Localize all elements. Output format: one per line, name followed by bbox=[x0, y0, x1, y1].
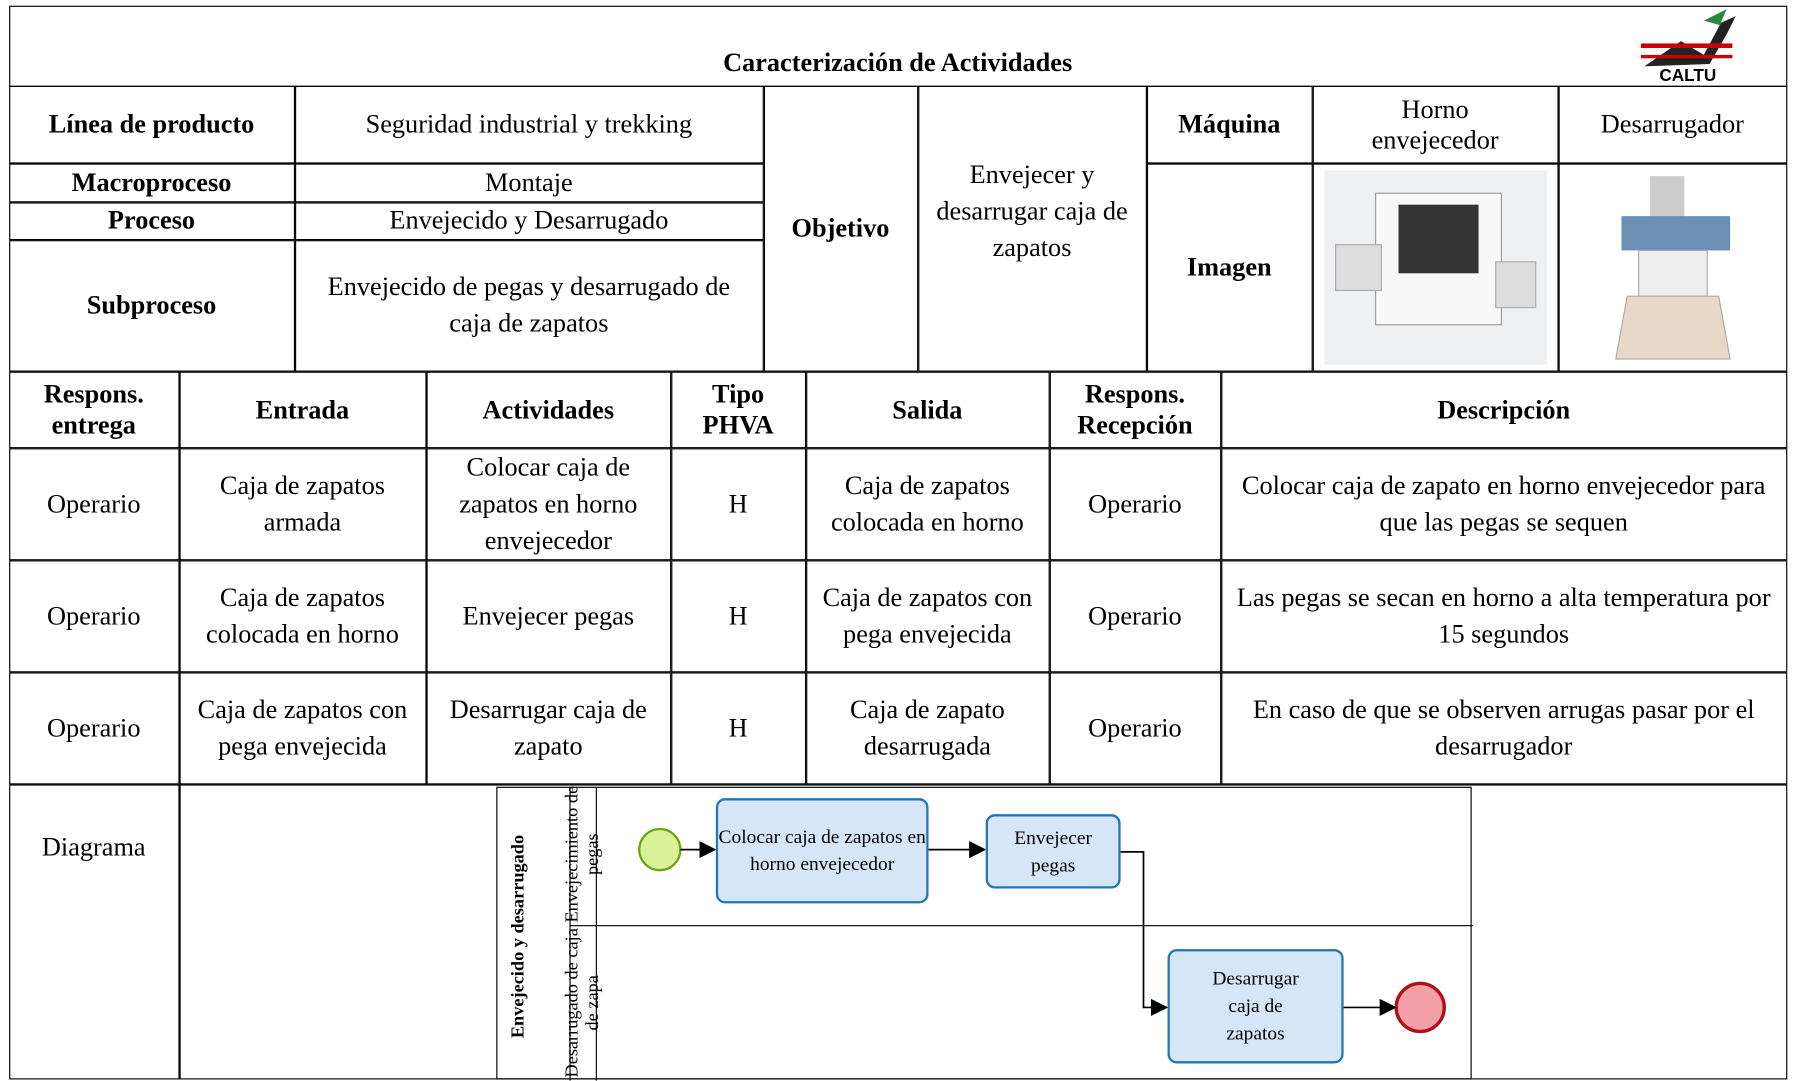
image-cell bbox=[1558, 162, 1787, 372]
label: Imagen bbox=[1146, 162, 1313, 372]
column-header: Descripción bbox=[1220, 371, 1787, 448]
task: Desarrugar caja de zapatos bbox=[1167, 949, 1344, 1064]
machine-image bbox=[1614, 175, 1731, 360]
table-cell: Desarrugar caja de zapato bbox=[425, 671, 671, 784]
column-header: Respons. entrega bbox=[8, 371, 179, 448]
table-cell: Colocar caja de zapatos en horno envejec… bbox=[425, 447, 671, 560]
table-cell: Operario bbox=[1049, 671, 1221, 784]
value: Montaje bbox=[294, 162, 764, 202]
column-header: Tipo PHVA bbox=[670, 371, 806, 448]
column-header: Entrada bbox=[178, 371, 426, 448]
table-cell: Caja de zapatos con pega envejecida bbox=[805, 559, 1050, 672]
machine-name: Horno envejecedor bbox=[1312, 85, 1559, 163]
table-cell: Operario bbox=[8, 559, 179, 672]
table-cell: H bbox=[670, 559, 806, 672]
table-cell: Operario bbox=[1049, 559, 1221, 672]
table-cell: Operario bbox=[1049, 447, 1221, 560]
image-cell bbox=[1312, 162, 1559, 372]
table-cell: Envejecer pegas bbox=[425, 559, 671, 672]
label: Línea de producto bbox=[8, 85, 295, 163]
value: Envejecer y desarrugar caja de zapatos bbox=[917, 85, 1147, 372]
table-cell: Caja de zapatos armada bbox=[178, 447, 426, 560]
table-cell: Las pegas se secan en horno a alta tempe… bbox=[1220, 559, 1787, 672]
column-header: Respons. Recepción bbox=[1049, 371, 1221, 448]
table-cell: Caja de zapatos con pega envejecida bbox=[178, 671, 426, 784]
label: Macroproceso bbox=[8, 162, 295, 202]
flow bbox=[1120, 851, 1169, 1016]
table-cell: H bbox=[670, 671, 806, 784]
label: Diagrama bbox=[8, 783, 179, 1079]
table-cell: Caja de zapatos colocada en horno bbox=[805, 447, 1050, 560]
logo: CALTU bbox=[1635, 9, 1740, 86]
value: Seguridad industrial y trekking bbox=[294, 85, 764, 163]
label: Proceso bbox=[8, 201, 295, 240]
machine-image bbox=[1323, 169, 1547, 365]
machine-name: Desarrugador bbox=[1558, 85, 1787, 163]
divider bbox=[569, 925, 1473, 927]
value: Envejecido de pegas y desarrugado de caj… bbox=[294, 239, 764, 372]
table-cell: Operario bbox=[8, 447, 179, 560]
task: Envejecer pegas bbox=[985, 814, 1121, 889]
task: Colocar caja de zapatos en horno envejec… bbox=[715, 798, 929, 904]
value: Envejecido y Desarrugado bbox=[294, 201, 764, 240]
column-header: Actividades bbox=[425, 371, 671, 448]
start-event bbox=[638, 827, 682, 872]
table-cell: En caso de que se observen arrugas pasar… bbox=[1220, 671, 1787, 784]
table-cell: Colocar caja de zapato en horno envejece… bbox=[1220, 447, 1787, 560]
label: Máquina bbox=[1146, 85, 1313, 163]
divider bbox=[569, 787, 571, 1081]
divider bbox=[595, 787, 597, 1081]
diagram-cell bbox=[178, 783, 1787, 1079]
table-cell: Caja de zapatos colocada en horno bbox=[178, 559, 426, 672]
label: Objetivo bbox=[763, 85, 918, 372]
logo-graphic bbox=[1640, 9, 1736, 67]
end-event bbox=[1394, 981, 1446, 1034]
logo-text: CALTU bbox=[1659, 66, 1717, 86]
table-cell: Caja de zapato desarrugada bbox=[805, 671, 1050, 784]
table-cell: Operario bbox=[8, 671, 179, 784]
table-cell: H bbox=[670, 447, 806, 560]
label: Subproceso bbox=[8, 239, 295, 372]
bpmn-pool: Envejecido y desarrugado Envejecimiento … bbox=[496, 786, 1473, 1081]
column-header: Salida bbox=[805, 371, 1050, 448]
